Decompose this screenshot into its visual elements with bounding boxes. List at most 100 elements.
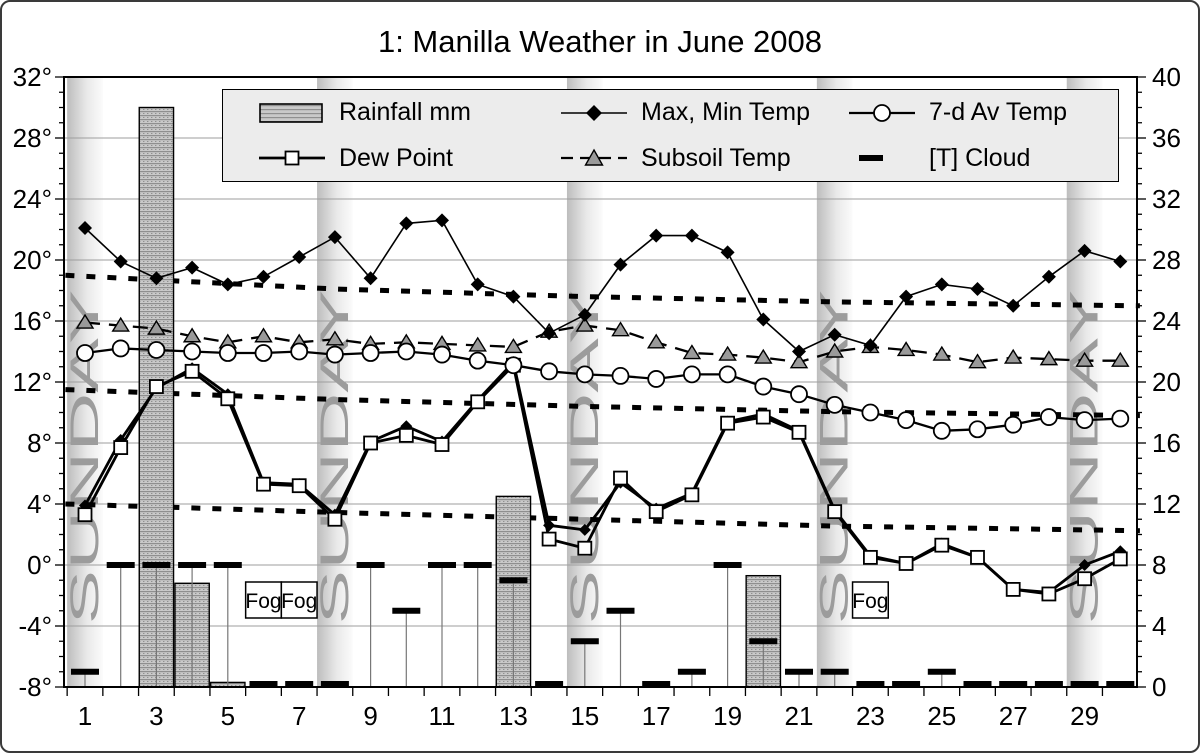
right-axis-label: 8	[1152, 550, 1166, 580]
cloud-dash	[1034, 681, 1063, 687]
avg-temp-marker	[361, 344, 380, 362]
max-temp-marker	[970, 281, 985, 296]
dew-point-marker	[648, 504, 664, 520]
dew-point-marker	[113, 440, 129, 455]
max-temp-marker	[684, 228, 699, 243]
avg-temp-marker	[861, 403, 880, 422]
subsoil-temp-marker	[1075, 351, 1094, 367]
max-temp-marker	[256, 269, 271, 284]
dew-point-marker	[363, 435, 379, 451]
cloud-dash-icon	[859, 155, 883, 162]
x-axis-label: 23	[856, 701, 885, 731]
dew-point-marker	[77, 507, 93, 523]
left-axis-ticks	[55, 76, 64, 688]
avg-temp-series	[76, 339, 1130, 440]
dew-point-series	[77, 357, 1128, 602]
avg-temp-marker	[183, 342, 202, 361]
cloud-dash	[892, 681, 921, 687]
right-axis-label: 40	[1152, 62, 1181, 92]
avg-temp-marker	[147, 341, 166, 359]
legend-item-rainfall-swatch: Rainfall mm	[259, 100, 561, 126]
cloud-dash	[927, 668, 956, 675]
subsoil-temp-marker	[182, 327, 202, 343]
circle-marker-icon	[873, 103, 891, 122]
max-temp-marker	[577, 307, 592, 322]
avg-temp-marker	[1004, 415, 1023, 434]
dew-point-marker	[613, 470, 628, 486]
dew-point-marker	[970, 549, 985, 565]
left-axis-labels: 32° 28° 24° 20° 16° 12° 8° 4° 0° -4° -8°	[13, 62, 52, 702]
right-axis-label: 0	[1152, 672, 1166, 702]
max-temp-marker	[399, 216, 414, 231]
cloud-dash	[570, 638, 599, 645]
left-axis-label: -8°	[18, 672, 52, 702]
left-axis-label: 0°	[27, 550, 52, 580]
cloud-dash	[999, 681, 1028, 687]
cloud-dash	[1070, 681, 1099, 687]
sunday-label: SUNDAY	[563, 290, 607, 625]
dew-point-marker	[684, 487, 700, 503]
max-temp-marker	[327, 230, 342, 245]
dew-point-marker	[1041, 586, 1057, 602]
max-temp-marker	[185, 260, 200, 275]
square-marker-icon	[284, 150, 300, 166]
x-axis-label: 19	[713, 701, 742, 731]
cloud-dash	[320, 681, 349, 687]
avg-temp-marker	[611, 366, 630, 385]
right-axis-label: 36	[1152, 123, 1181, 153]
avg-temp-marker	[1075, 411, 1094, 430]
cloud-dash	[178, 562, 207, 568]
right-axis-label: 12	[1152, 489, 1181, 519]
avg-temp-marker	[1040, 408, 1058, 426]
avg-temp-marker	[76, 344, 94, 362]
cloud-dash	[1106, 681, 1135, 687]
min-temp-marker	[1078, 559, 1091, 571]
dew-point-marker	[755, 409, 771, 425]
cloud-dash	[285, 681, 314, 687]
left-axis-label: -4°	[18, 611, 52, 641]
avg-temp-marker	[932, 421, 951, 440]
dew-point-marker	[470, 394, 486, 410]
dew-point-marker	[577, 540, 593, 556]
subsoil-temp-marker	[754, 348, 773, 364]
dew-point-marker	[898, 556, 914, 571]
avg-temp-marker	[683, 365, 701, 384]
max-temp-marker	[149, 271, 164, 286]
dew-point-marker	[720, 415, 735, 431]
cloud-dash	[606, 607, 635, 614]
cloud-dash	[713, 562, 742, 568]
x-axis-label: 21	[785, 701, 814, 731]
subsoil-temp-marker	[896, 341, 916, 357]
subsoil-temp-marker	[611, 321, 630, 337]
fog-box	[280, 581, 318, 619]
sunday-label: SUNDAY	[63, 290, 107, 625]
cloud-dash	[142, 562, 171, 568]
left-axis-label: 20°	[13, 245, 52, 275]
cloud-dash	[642, 681, 671, 687]
max-temp-marker	[899, 289, 914, 304]
fog-label: Fog	[245, 590, 281, 613]
left-axis-label: 12°	[13, 367, 52, 397]
avg-temp-marker	[968, 420, 987, 439]
max-temp-marker	[363, 271, 378, 286]
subsoil-temp-marker	[968, 353, 987, 369]
subsoil-temp-marker	[75, 313, 95, 329]
subsoil-temp-marker	[789, 353, 809, 369]
x-axis-ticks	[66, 687, 1104, 696]
subsoil-temp-marker	[646, 333, 666, 349]
avg-temp-marker	[218, 344, 237, 362]
avg-temp-marker	[325, 345, 344, 364]
left-axis-label: 16°	[13, 306, 52, 336]
dew-point-marker	[220, 391, 236, 407]
right-axis-label: 20	[1152, 367, 1181, 397]
dew-point-marker	[791, 424, 807, 440]
x-axis-label: 9	[363, 701, 377, 731]
avg-temp-marker	[790, 385, 808, 404]
dew-point-marker	[256, 476, 271, 492]
subsoil-temp-marker	[1003, 348, 1023, 364]
dew-point-marker	[863, 549, 878, 565]
max-temp-marker	[1113, 254, 1128, 269]
x-axis-label: 15	[570, 701, 599, 731]
max-temp-marker	[435, 213, 449, 228]
avg-temp-marker	[897, 411, 915, 430]
